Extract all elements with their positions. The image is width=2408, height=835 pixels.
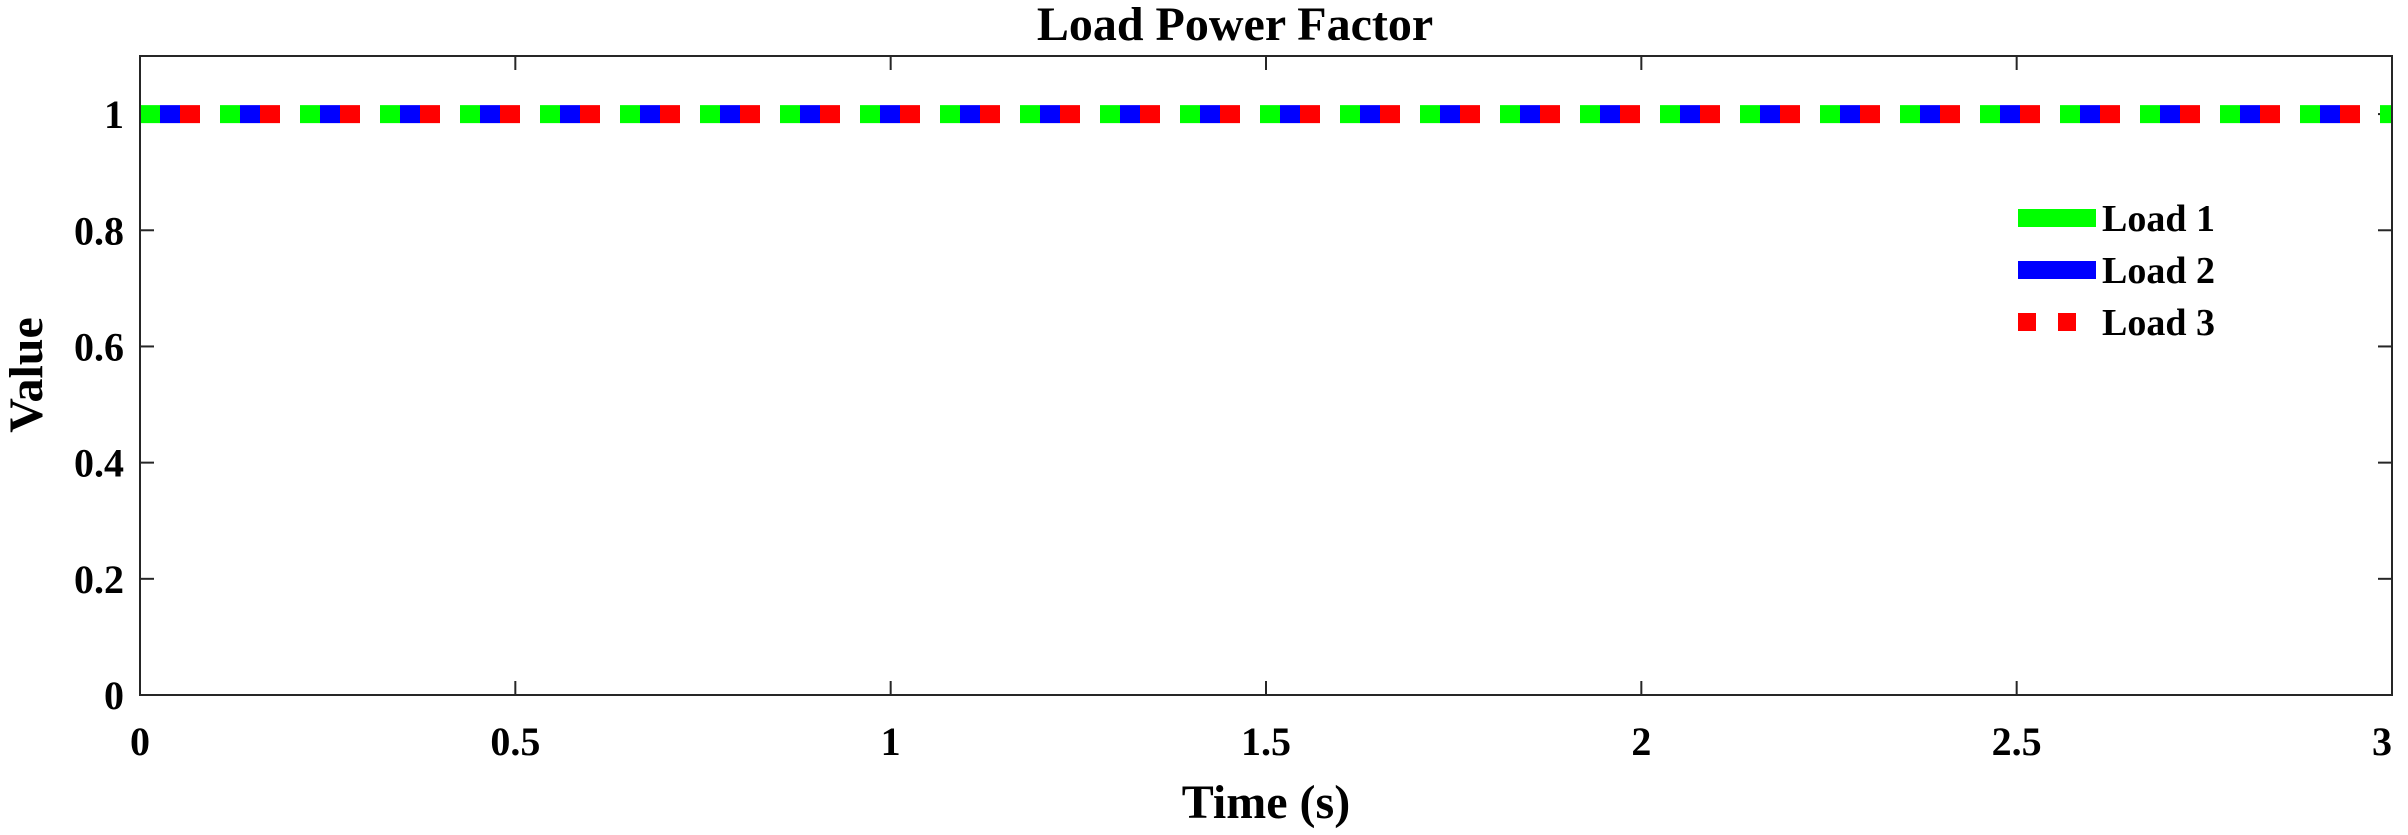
y-axis-label: Value bbox=[0, 317, 53, 433]
y-tick-label: 0.8 bbox=[74, 208, 124, 253]
plot-area bbox=[140, 56, 2392, 695]
x-tick-label: 0.5 bbox=[490, 719, 540, 764]
y-tick-label: 0.6 bbox=[74, 324, 124, 369]
y-tick-label: 0.4 bbox=[74, 441, 124, 486]
x-tick-label: 3 bbox=[2372, 719, 2392, 764]
x-tick-label: 0 bbox=[130, 719, 150, 764]
legend: Load 1 Load 2 Load 3 bbox=[2018, 198, 2215, 344]
x-tick-label: 2.5 bbox=[1992, 719, 2042, 764]
x-axis-label: Time (s) bbox=[1182, 776, 1350, 829]
x-tick-label: 2 bbox=[1631, 719, 1651, 764]
chart-title: Load Power Factor bbox=[1037, 0, 1433, 51]
tick-labels: 0 0.5 1 1.5 2 2.5 3 0 0.2 0.4 0.6 0.8 1 bbox=[74, 92, 2392, 764]
x-tick-label: 1 bbox=[881, 719, 901, 764]
y-tick-label: 1 bbox=[104, 92, 124, 137]
legend-label-1: Load 1 bbox=[2102, 198, 2215, 240]
y-tick-label: 0.2 bbox=[74, 557, 124, 602]
legend-label-3: Load 3 bbox=[2102, 302, 2215, 344]
x-tick-label: 1.5 bbox=[1241, 719, 1291, 764]
plot-frame bbox=[139, 55, 2393, 696]
y-tick-label: 0 bbox=[104, 673, 124, 718]
legend-label-2: Load 2 bbox=[2102, 250, 2215, 292]
